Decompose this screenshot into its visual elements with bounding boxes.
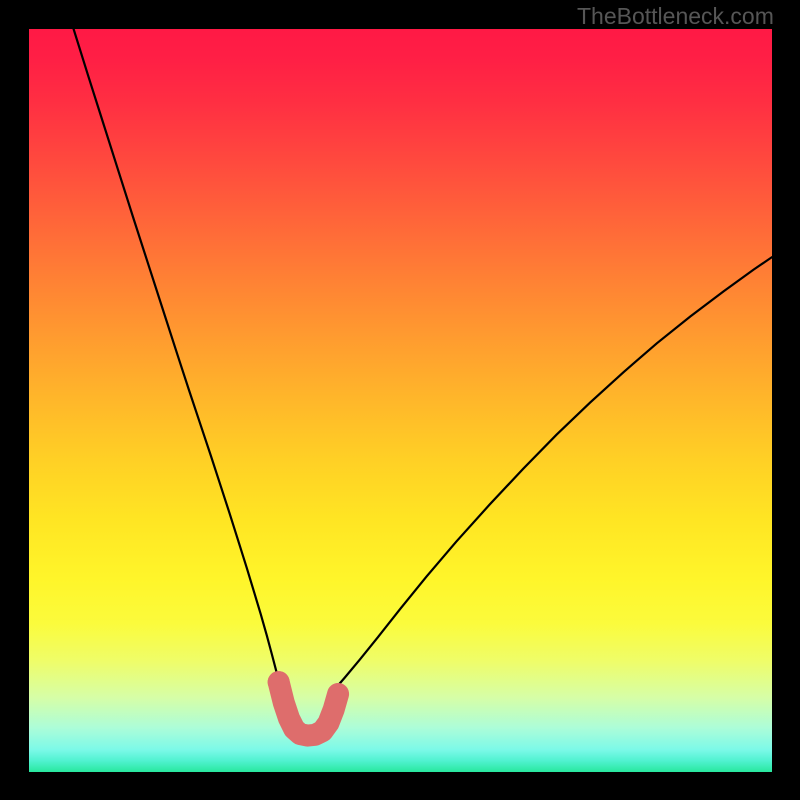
gradient-background (29, 29, 772, 772)
plot-area (29, 29, 772, 772)
plot-svg (29, 29, 772, 772)
frame: TheBottleneck.com (0, 0, 800, 800)
watermark-text: TheBottleneck.com (577, 3, 774, 30)
